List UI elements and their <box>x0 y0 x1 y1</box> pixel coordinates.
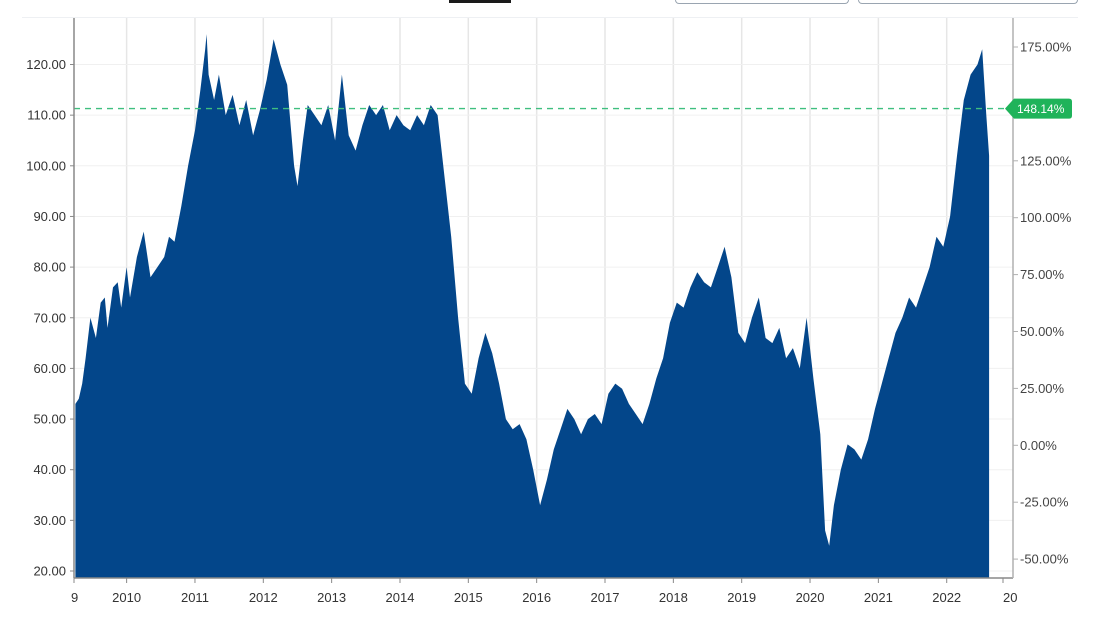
ytick-label-120: 120.00 <box>26 57 66 72</box>
rtick-label-2: 125.00% <box>1020 153 1072 168</box>
xtick-label-2010: 2010 <box>112 590 141 605</box>
badge-label: 148.14% <box>1017 102 1065 116</box>
xtick-label-2018: 2018 <box>659 590 688 605</box>
rtick-label-6: 25.00% <box>1020 381 1065 396</box>
x-tick-labels: 9 2010 2011 2012 2013 2014 2015 2016 2017 2018 201… <box>71 578 1017 605</box>
xtick-label-2016: 2016 <box>522 590 551 605</box>
rtick-label-5: 50.00% <box>1020 324 1065 339</box>
rtick-label-0: 175.00% <box>1020 40 1072 55</box>
rtick-label-3: 100.00% <box>1020 210 1072 225</box>
ytick-label-80: 80.00 <box>33 260 66 275</box>
rtick-label-7: 0.00% <box>1020 438 1057 453</box>
xtick-label-2019: 2019 <box>727 590 756 605</box>
toolbar-divider <box>22 17 1078 18</box>
right-y-tick-labels: 175.00% 125.00% 100.00% 75.00% 50.00% 25.00% 0… <box>1013 40 1072 567</box>
top-toolbar <box>0 0 1102 18</box>
left-y-tick-labels: 20.00 30.00 40.00 50.00 60.00 70.00 80.00 90.00… <box>26 57 74 579</box>
active-tab-indicator[interactable] <box>449 0 511 3</box>
xtick-label-2022: 2022 <box>932 590 961 605</box>
ytick-label-100: 100.00 <box>26 158 66 173</box>
xtick-label-2012: 2012 <box>249 590 278 605</box>
ytick-label-90: 90.00 <box>33 209 66 224</box>
ytick-label-40: 40.00 <box>33 462 66 477</box>
ytick-label-110: 110.00 <box>27 108 66 123</box>
ytick-label-30: 30.00 <box>33 513 66 528</box>
xtick-label-2017: 2017 <box>591 590 620 605</box>
ytick-label-50: 50.00 <box>33 412 66 427</box>
current-value-badge: 148.14% <box>1005 98 1072 119</box>
rtick-label-9: -50.00% <box>1020 552 1069 567</box>
rtick-label-4: 75.00% <box>1020 267 1065 282</box>
xtick-label-2015: 2015 <box>454 590 483 605</box>
ytick-label-70: 70.00 <box>33 310 66 325</box>
xtick-label-2020: 2020 <box>796 590 825 605</box>
xtick-label-2014: 2014 <box>386 590 415 605</box>
xtick-label-20: 20 <box>1003 590 1017 605</box>
xtick-label-2021: 2021 <box>864 590 893 605</box>
badge-shape <box>1005 98 1072 119</box>
ytick-label-20: 20.00 <box>33 564 66 579</box>
rtick-label-8: -25.00% <box>1020 495 1069 510</box>
price-area-series <box>75 34 990 579</box>
xtick-label-2013: 2013 <box>317 590 346 605</box>
ytick-label-60: 60.00 <box>33 361 66 376</box>
xtick-label-9: 9 <box>71 590 78 605</box>
xtick-label-2011: 2011 <box>181 590 209 605</box>
